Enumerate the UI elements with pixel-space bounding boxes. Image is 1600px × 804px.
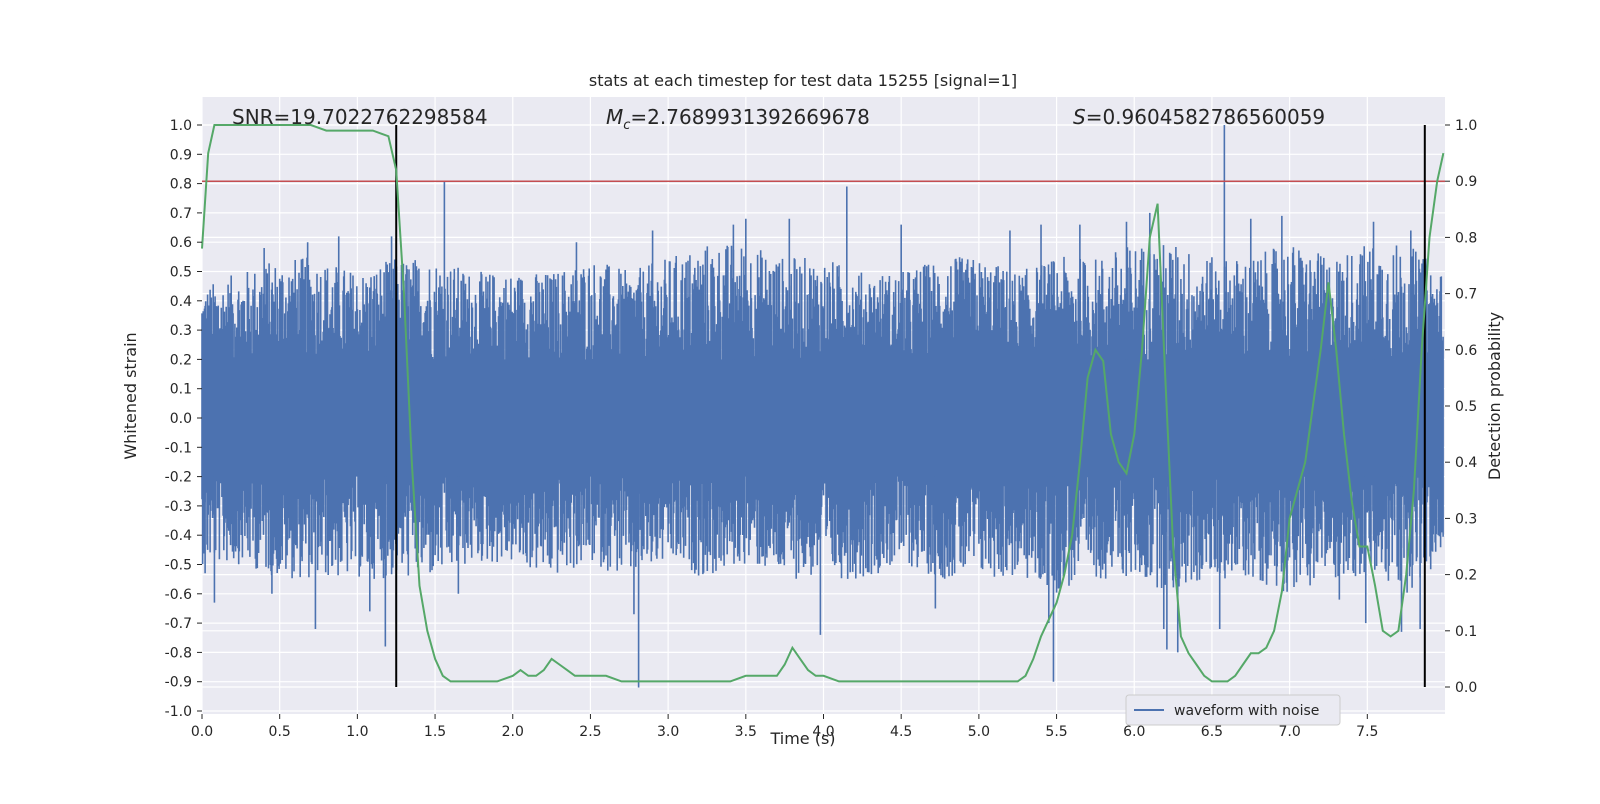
y-tick-label: 0.9 bbox=[170, 147, 192, 163]
y-right-tick-label: 0.2 bbox=[1455, 568, 1477, 584]
y-tick-label: -0.3 bbox=[165, 499, 192, 515]
y-tick-label: 0.4 bbox=[170, 294, 192, 310]
legend-label: waveform with noise bbox=[1174, 703, 1319, 719]
x-tick-label: 0.5 bbox=[269, 724, 291, 740]
x-tick-label: 2.5 bbox=[579, 724, 601, 740]
y-tick-label: 0.2 bbox=[170, 352, 192, 368]
y-tick-label: 0.0 bbox=[170, 411, 192, 427]
y-tick-label: -0.9 bbox=[165, 675, 192, 691]
y-axis-ticks: 1.0 0.9 0.8 0.7 0.6 0.5 0.4 0.3 0.2 0.1 0.0 -0.1 -0.… bbox=[165, 118, 202, 720]
legend-box bbox=[1125, 694, 1341, 726]
y-tick-label: -0.5 bbox=[165, 558, 192, 574]
x-tick-label: 3.0 bbox=[657, 724, 679, 740]
y-right-tick-label: 0.6 bbox=[1455, 343, 1477, 359]
y-right-tick-label: 0.9 bbox=[1455, 174, 1477, 190]
x-tick-label: 4.0 bbox=[812, 724, 834, 740]
x-tick-label: 7.5 bbox=[1356, 724, 1378, 740]
y-right-tick-label: 0.5 bbox=[1455, 399, 1477, 415]
x-tick-label: 5.5 bbox=[1045, 724, 1067, 740]
x-tick-label: 0.0 bbox=[191, 724, 213, 740]
s-value: =0.9604582786560059 bbox=[1086, 105, 1325, 129]
s-annotation: S=0.9604582786560059 bbox=[1073, 105, 1325, 129]
chirp-mass-symbol: M bbox=[606, 105, 623, 129]
y-tick-label: -0.1 bbox=[165, 440, 192, 456]
detection-probability-series bbox=[201, 124, 1445, 683]
y-right-tick-label: 0.0 bbox=[1455, 680, 1477, 696]
x-tick-label: 4.5 bbox=[890, 724, 912, 740]
x-tick-label: 7.0 bbox=[1278, 724, 1300, 740]
x-axis-label: Time (s) bbox=[769, 729, 835, 748]
s-symbol: S bbox=[1073, 105, 1086, 129]
x-tick-label: 1.0 bbox=[346, 724, 368, 740]
x-tick-label: 6.0 bbox=[1123, 724, 1145, 740]
y-right-tick-label: 0.7 bbox=[1455, 287, 1477, 303]
y-tick-label: 0.1 bbox=[170, 382, 192, 398]
y-right-tick-label: 0.8 bbox=[1455, 230, 1477, 246]
x-axis-ticks: 0.0 0.5 1.0 1.5 2.0 2.5 3.0 3.5 4.0 4.5 5.0 5.5 6.0 6… bbox=[191, 714, 1378, 740]
chart-title: stats at each timestep for test data 152… bbox=[589, 71, 1017, 90]
y-tick-label: -1.0 bbox=[165, 704, 192, 720]
y-tick-label: 0.6 bbox=[170, 235, 192, 251]
y-tick-label: -0.6 bbox=[165, 587, 192, 603]
x-tick-label: 1.5 bbox=[424, 724, 446, 740]
x-tick-label: 6.5 bbox=[1201, 724, 1223, 740]
x-tick-label: 5.0 bbox=[968, 724, 990, 740]
y-right-tick-label: 0.1 bbox=[1455, 624, 1477, 640]
y-right-tick-label: 1.0 bbox=[1455, 118, 1477, 134]
x-tick-label: 3.5 bbox=[735, 724, 757, 740]
y-axis-right-label: Detection probability bbox=[1485, 312, 1504, 480]
y-tick-label: 0.3 bbox=[170, 323, 192, 339]
y-tick-label: -0.8 bbox=[165, 645, 192, 661]
chirp-mass-subscript: c bbox=[623, 118, 630, 133]
y-tick-label: 1.0 bbox=[170, 118, 192, 134]
chirp-mass-value: =2.7689931392669678 bbox=[630, 105, 869, 129]
y-tick-label: -0.7 bbox=[165, 616, 192, 632]
y-right-tick-label: 0.3 bbox=[1455, 511, 1477, 527]
legend: waveform with noise bbox=[1125, 694, 1341, 726]
plot-area bbox=[201, 124, 1445, 688]
y-axis-right-ticks: 1.0 0.9 0.8 0.7 0.6 0.5 0.4 0.3 0.2 0.1 0.0 bbox=[1445, 118, 1477, 696]
y-tick-label: 0.5 bbox=[170, 265, 192, 281]
y-axis-label: Whitened strain bbox=[121, 332, 140, 459]
chirp-mass-annotation: Mc=2.7689931392669678 bbox=[606, 105, 870, 133]
y-tick-label: 0.8 bbox=[170, 177, 192, 193]
waveform-core-band bbox=[202, 359, 1444, 477]
y-tick-label: -0.4 bbox=[165, 528, 192, 544]
y-right-tick-label: 0.4 bbox=[1455, 455, 1477, 471]
snr-annotation: SNR=19.7022762298584 bbox=[232, 105, 488, 129]
x-tick-label: 2.0 bbox=[502, 724, 524, 740]
y-tick-label: -0.2 bbox=[165, 470, 192, 486]
y-tick-label: 0.7 bbox=[170, 206, 192, 222]
